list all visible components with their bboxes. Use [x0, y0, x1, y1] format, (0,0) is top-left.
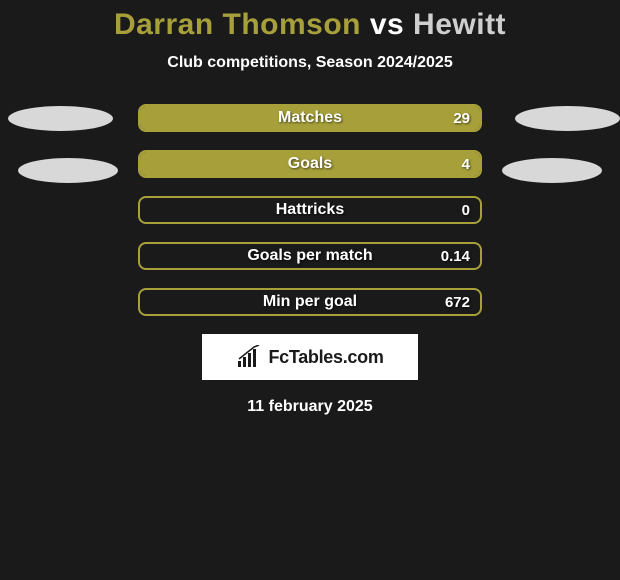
- stat-label: Goals: [138, 150, 482, 178]
- decorative-ellipse: [515, 106, 620, 131]
- player1-name: Darran Thomson: [114, 8, 361, 41]
- stats-area: Matches29 Goals4 Hattricks0 Goals per match…: [0, 104, 620, 316]
- date-text: 11 february 2025: [0, 398, 620, 416]
- stat-label: Matches: [138, 104, 482, 132]
- stat-value: 0: [462, 196, 470, 224]
- infographic-container: Darran Thomson vs Hewitt Club competitio…: [0, 0, 620, 416]
- branding-text: FcTables.com: [268, 347, 383, 368]
- decorative-ellipse: [18, 158, 118, 183]
- decorative-ellipse: [502, 158, 602, 183]
- stat-label: Min per goal: [138, 288, 482, 316]
- player2-name: Hewitt: [413, 8, 506, 41]
- stat-label: Goals per match: [138, 242, 482, 270]
- stat-label: Hattricks: [138, 196, 482, 224]
- stat-row: Matches29: [138, 104, 482, 132]
- branding-box: FcTables.com: [202, 334, 418, 380]
- page-title: Darran Thomson vs Hewitt: [0, 8, 620, 42]
- vs-text: vs: [370, 8, 404, 41]
- stat-row: Goals per match0.14: [138, 242, 482, 270]
- stat-row: Goals4: [138, 150, 482, 178]
- decorative-ellipse: [8, 106, 113, 131]
- subtitle: Club competitions, Season 2024/2025: [0, 54, 620, 72]
- bar-chart-icon: [236, 345, 262, 369]
- stat-value: 4: [462, 150, 470, 178]
- stat-rows: Matches29 Goals4 Hattricks0 Goals per match…: [0, 104, 620, 316]
- stat-value: 672: [445, 288, 470, 316]
- stat-row: Min per goal672: [138, 288, 482, 316]
- stat-value: 29: [453, 104, 470, 132]
- stat-value: 0.14: [441, 242, 470, 270]
- stat-row: Hattricks0: [138, 196, 482, 224]
